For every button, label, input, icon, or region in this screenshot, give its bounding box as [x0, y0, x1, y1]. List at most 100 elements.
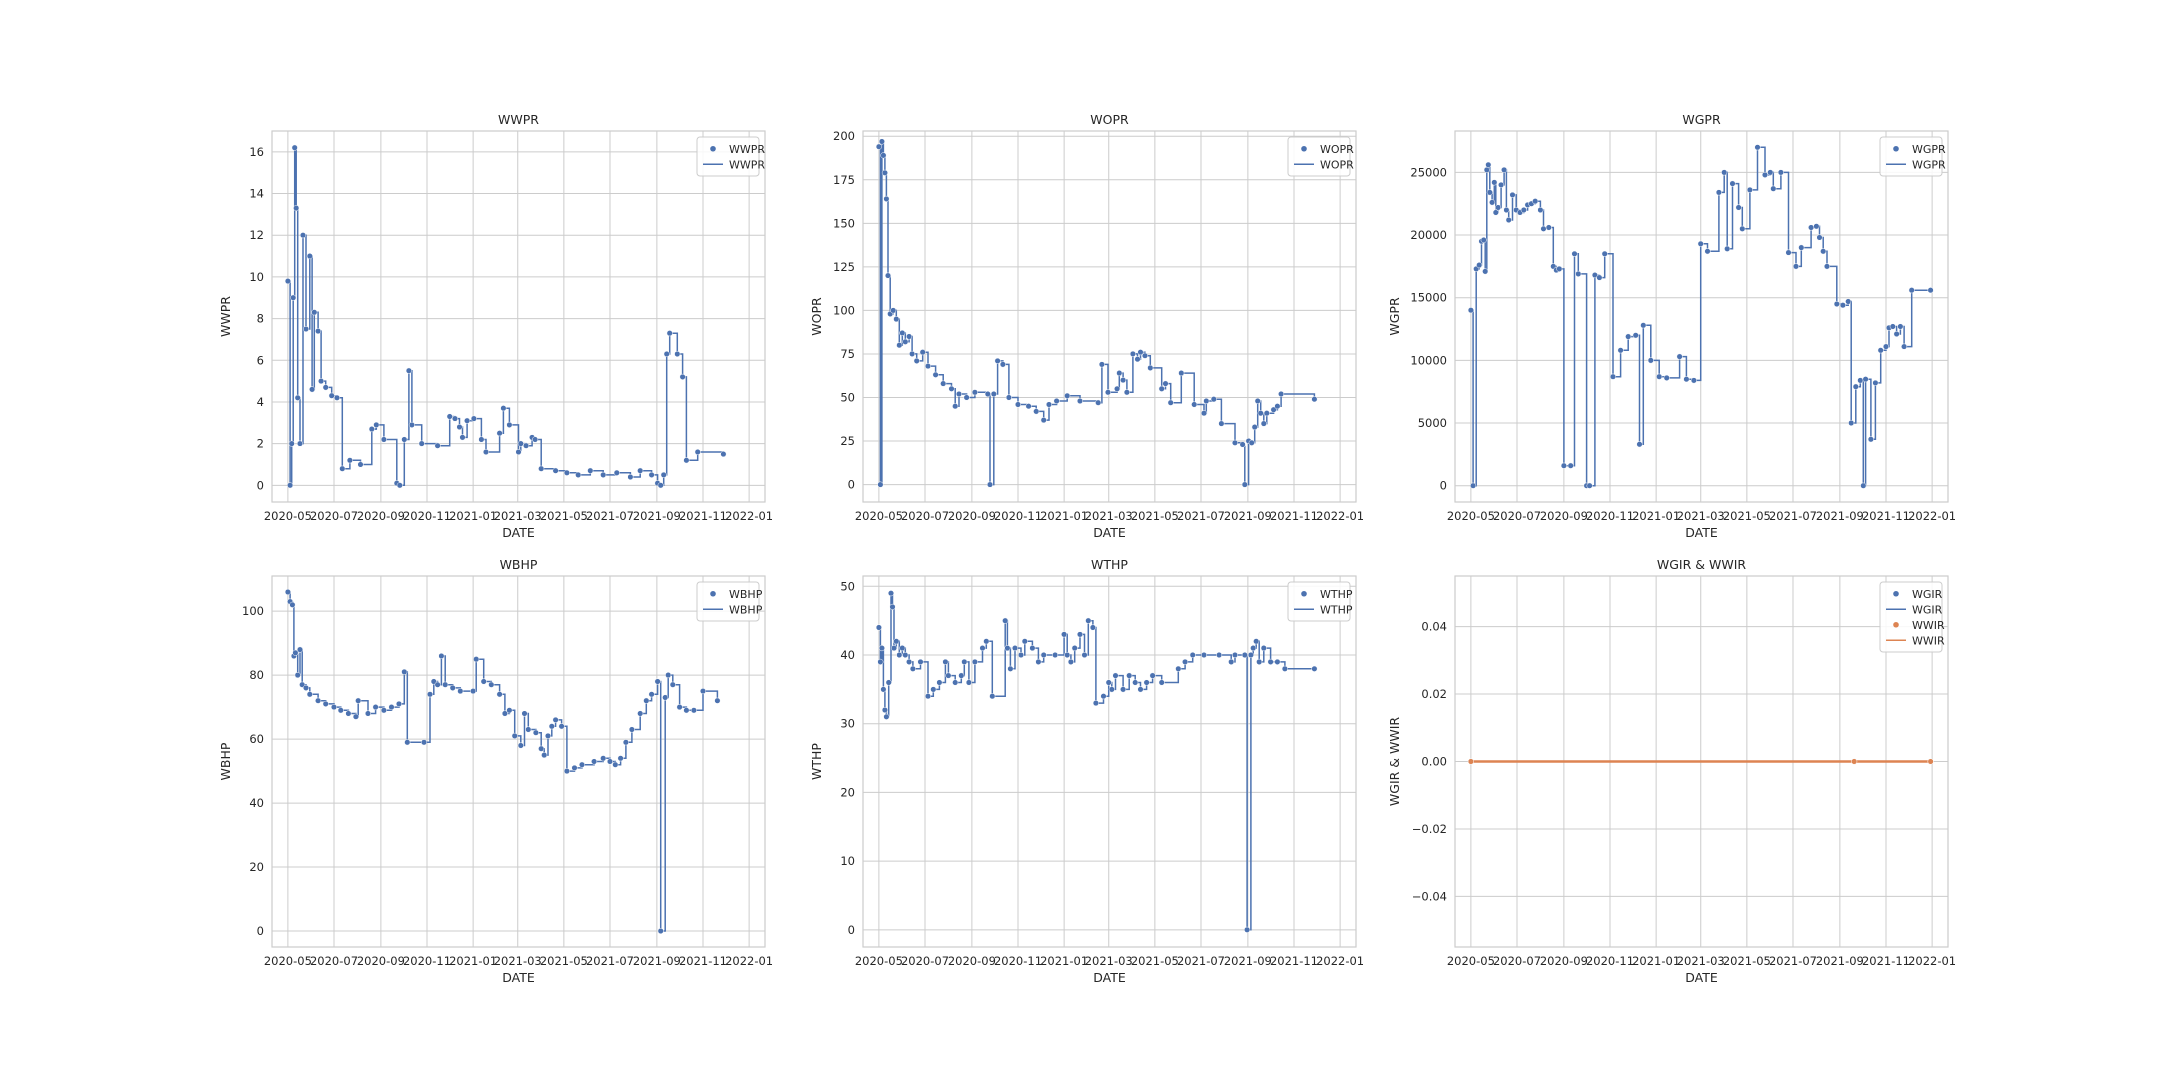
data-point — [1537, 206, 1544, 214]
x-tick-label: 2020-09 — [357, 509, 405, 523]
data-point — [1263, 410, 1270, 417]
data-point — [346, 457, 353, 464]
data-point — [1813, 223, 1820, 230]
data-point — [482, 448, 490, 456]
y-axis-label: WBHP — [218, 742, 233, 780]
data-point — [1792, 263, 1800, 270]
data-point — [506, 707, 513, 714]
data-point — [380, 436, 387, 443]
data-point — [1095, 399, 1102, 406]
data-point — [648, 691, 655, 698]
data-point — [1640, 322, 1647, 329]
x-tick-label: 2021-03 — [1085, 509, 1133, 523]
data-point — [1004, 645, 1011, 652]
subplot-title: WGIR & WWIR — [1657, 557, 1747, 572]
x-tick-label: 2021-07 — [586, 509, 634, 523]
x-tick-label: 2021-09 — [633, 509, 681, 523]
data-point — [880, 152, 887, 159]
data-point — [983, 638, 990, 645]
data-point — [293, 205, 300, 212]
data-point — [924, 693, 932, 700]
data-point — [315, 328, 322, 335]
data-point — [337, 707, 344, 714]
data-point — [1254, 397, 1261, 405]
data-point — [1129, 350, 1136, 357]
legend-marker — [1893, 145, 1899, 152]
data-point — [1005, 394, 1012, 401]
data-point — [622, 739, 629, 746]
data-point — [1872, 379, 1879, 386]
y-axis-label: WTHP — [809, 743, 824, 780]
data-point — [438, 652, 445, 660]
data-point — [1735, 204, 1742, 211]
data-point — [1851, 758, 1858, 765]
data-point — [1105, 679, 1112, 686]
data-point — [1882, 343, 1890, 350]
data-point — [971, 658, 978, 665]
data-point — [558, 723, 565, 730]
y-tick-label: 5000 — [1418, 416, 1447, 430]
data-point — [628, 726, 635, 733]
data-point — [473, 656, 480, 663]
data-point — [506, 421, 513, 428]
legend-label: WOPR — [1320, 158, 1354, 171]
x-axis-label: DATE — [502, 970, 535, 985]
x-tick-label: 2020-07 — [901, 509, 949, 523]
series-wbhp — [284, 588, 721, 935]
x-tick-label: 2020-09 — [948, 509, 996, 523]
data-point — [1715, 189, 1722, 196]
data-point — [885, 679, 892, 686]
x-tick-label: 2021-09 — [1816, 954, 1864, 968]
x-tick-label: 2020-07 — [1493, 954, 1541, 968]
data-point — [1485, 161, 1492, 168]
y-axis-label: WOPR — [809, 297, 824, 336]
y-tick-label: 0 — [257, 478, 264, 492]
legend-label: WGPR — [1912, 158, 1946, 171]
data-point — [1567, 462, 1574, 469]
data-point — [1848, 419, 1855, 427]
data-point — [665, 672, 672, 679]
x-tick-label: 2021-07 — [1177, 509, 1225, 523]
y-axis-label: WWPR — [218, 296, 233, 337]
y-tick-label: 80 — [249, 668, 264, 682]
x-tick-label: 2020-11 — [403, 954, 451, 968]
data-point — [306, 691, 313, 698]
data-point — [1200, 410, 1208, 417]
y-tick-label: 16 — [249, 145, 264, 159]
data-point — [1132, 679, 1139, 686]
data-point — [676, 704, 683, 711]
data-point — [306, 253, 313, 260]
plot-area — [1455, 131, 1948, 502]
data-point — [662, 694, 669, 701]
data-point — [434, 681, 441, 688]
data-point — [457, 688, 464, 695]
subplot-title: WGPR — [1682, 112, 1721, 127]
data-point — [1053, 397, 1060, 405]
x-tick-label: 2020-09 — [357, 954, 405, 968]
legend-label: WGIR — [1912, 588, 1943, 601]
data-point — [1149, 672, 1156, 679]
y-tick-label: 0 — [257, 924, 264, 938]
data-point — [1632, 332, 1639, 339]
data-point — [1545, 224, 1552, 231]
data-point — [948, 385, 955, 392]
axes-frame — [271, 130, 766, 503]
data-point — [666, 330, 673, 337]
y-tick-label: 15000 — [1410, 291, 1447, 305]
data-point — [380, 707, 387, 714]
data-point — [1862, 376, 1869, 383]
data-point — [877, 658, 884, 665]
x-axis-label: DATE — [502, 525, 535, 540]
data-point — [881, 169, 888, 176]
x-tick-label: 2021-01 — [1040, 509, 1088, 523]
data-point — [1860, 482, 1867, 489]
legend-marker — [1893, 590, 1899, 597]
legend-box — [1879, 581, 1943, 653]
x-tick-label: 2021-05 — [540, 509, 588, 523]
data-point — [496, 691, 503, 698]
x-tick-label: 2020-07 — [310, 509, 358, 523]
data-point — [591, 758, 598, 765]
data-point — [1560, 462, 1567, 469]
data-point — [1697, 240, 1704, 247]
